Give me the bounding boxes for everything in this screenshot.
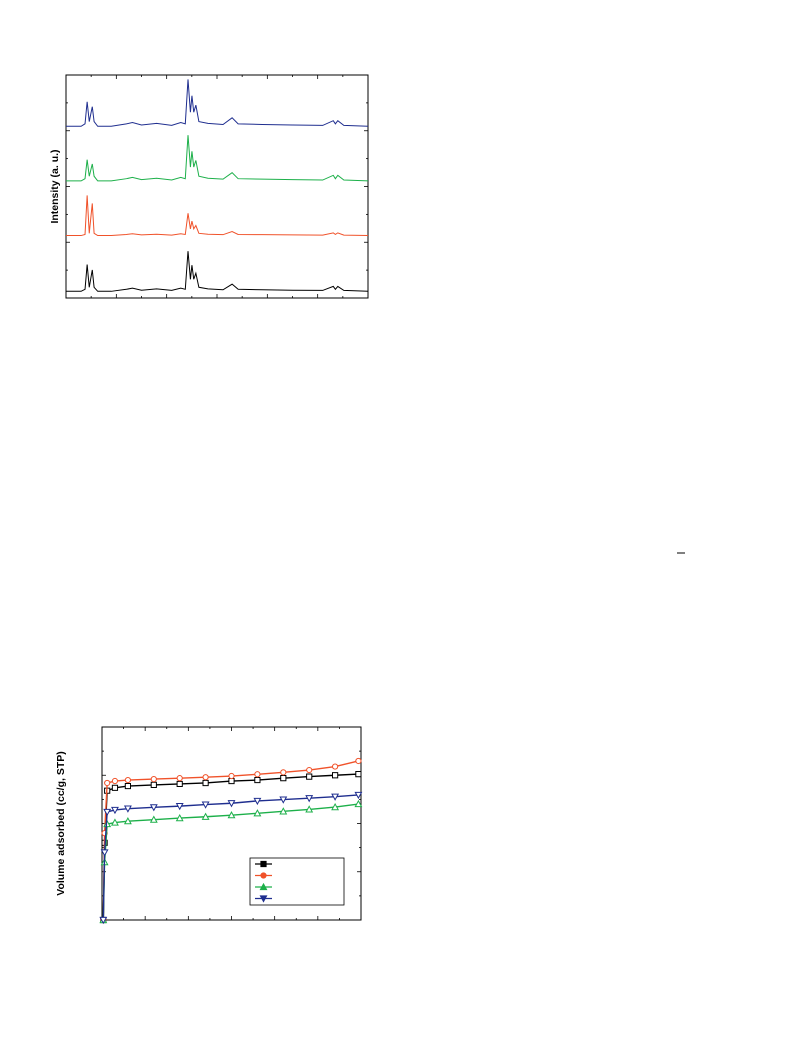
data-marker <box>149 815 158 823</box>
data-marker <box>124 782 131 790</box>
data-marker <box>202 779 209 787</box>
data-line <box>66 79 369 127</box>
data-marker <box>254 776 261 784</box>
data-marker <box>150 781 157 788</box>
data-line <box>66 195 369 237</box>
data-marker <box>306 767 313 774</box>
data-marker <box>354 799 363 808</box>
data-marker <box>227 811 236 819</box>
data-marker <box>254 771 261 778</box>
data-marker <box>305 805 314 813</box>
data-marker <box>111 818 119 826</box>
data-marker <box>111 784 119 791</box>
legend-marker <box>260 872 267 879</box>
y-axis-label: Volume adsorbed (cc/g, STP) <box>55 751 67 896</box>
data-marker <box>99 916 108 925</box>
data-marker <box>111 806 119 815</box>
data-marker <box>176 775 183 782</box>
data-marker <box>201 801 210 809</box>
data-marker <box>175 803 184 811</box>
data-marker <box>355 770 362 778</box>
data-marker <box>279 807 288 815</box>
data-marker <box>100 849 109 857</box>
legend-marker <box>260 860 267 868</box>
data-marker <box>123 817 132 825</box>
data-marker <box>280 775 287 782</box>
data-marker <box>124 777 132 784</box>
data-marker <box>228 777 235 785</box>
data-marker <box>201 812 210 820</box>
data-marker <box>123 805 132 813</box>
data-marker <box>253 797 262 806</box>
data-marker <box>111 778 119 785</box>
y-axis-label: Intensity (a. u.) <box>49 149 61 223</box>
data-marker <box>228 772 235 780</box>
data-marker <box>280 769 287 776</box>
data-marker <box>150 776 157 783</box>
data-marker <box>331 802 340 811</box>
data-marker <box>103 808 112 817</box>
data-marker <box>176 780 183 788</box>
data-marker <box>227 800 236 808</box>
data-marker <box>104 779 111 787</box>
data-marker <box>354 791 363 800</box>
legend-marker <box>259 882 268 891</box>
data-marker <box>175 813 184 822</box>
data-marker <box>332 772 339 779</box>
data-marker <box>305 795 314 803</box>
data-marker <box>279 796 288 804</box>
data-marker <box>253 809 262 817</box>
data-marker <box>355 757 362 765</box>
data-marker <box>331 763 339 770</box>
data-marker <box>306 773 313 780</box>
data-line <box>66 251 369 292</box>
data-line <box>66 135 369 182</box>
data-marker <box>202 774 209 781</box>
data-marker <box>331 793 340 801</box>
legend-marker <box>259 895 268 903</box>
data-marker <box>149 804 158 812</box>
